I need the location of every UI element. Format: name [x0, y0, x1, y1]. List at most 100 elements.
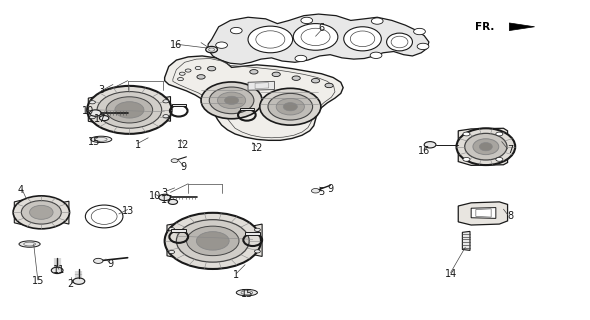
Ellipse shape [473, 139, 499, 155]
Text: 12: 12 [251, 143, 263, 153]
Text: 4: 4 [17, 185, 23, 195]
Circle shape [208, 67, 216, 71]
Text: 6: 6 [319, 23, 324, 33]
Ellipse shape [344, 27, 381, 51]
Polygon shape [245, 232, 260, 235]
Text: 15: 15 [241, 289, 253, 299]
Text: 13: 13 [122, 206, 134, 216]
Polygon shape [471, 208, 496, 218]
Circle shape [414, 28, 425, 35]
Ellipse shape [386, 33, 412, 51]
Circle shape [254, 250, 260, 253]
Polygon shape [458, 202, 507, 225]
Circle shape [163, 115, 169, 118]
Circle shape [90, 116, 96, 119]
Circle shape [169, 228, 175, 231]
Circle shape [312, 78, 320, 83]
Polygon shape [161, 97, 171, 121]
Circle shape [301, 17, 313, 24]
Text: 10: 10 [82, 106, 94, 116]
Text: 3: 3 [98, 85, 104, 95]
Text: 8: 8 [507, 211, 514, 220]
Circle shape [206, 46, 218, 53]
Ellipse shape [87, 86, 172, 134]
Circle shape [496, 132, 503, 136]
Text: 9: 9 [327, 184, 333, 194]
Circle shape [312, 188, 320, 193]
Polygon shape [97, 105, 165, 116]
Text: 1: 1 [233, 270, 240, 280]
Text: 17: 17 [161, 195, 173, 205]
Circle shape [295, 55, 307, 62]
Circle shape [325, 83, 333, 88]
Ellipse shape [268, 93, 313, 120]
Text: 3: 3 [162, 188, 168, 198]
Circle shape [90, 110, 101, 116]
Polygon shape [14, 200, 24, 225]
Circle shape [179, 72, 185, 75]
Ellipse shape [106, 97, 153, 123]
Text: 12: 12 [177, 140, 189, 150]
Circle shape [424, 142, 436, 148]
Circle shape [370, 52, 382, 59]
Circle shape [254, 228, 260, 231]
Polygon shape [172, 104, 186, 106]
Polygon shape [60, 201, 69, 224]
Ellipse shape [293, 24, 338, 50]
Polygon shape [88, 97, 97, 123]
Ellipse shape [30, 205, 53, 219]
Ellipse shape [201, 82, 262, 119]
Text: 11: 11 [53, 265, 65, 276]
Circle shape [216, 42, 228, 48]
Ellipse shape [236, 289, 257, 296]
Circle shape [463, 132, 470, 136]
Polygon shape [240, 108, 254, 110]
Polygon shape [509, 23, 535, 31]
Circle shape [168, 199, 178, 204]
Circle shape [159, 194, 171, 201]
Ellipse shape [457, 128, 515, 165]
Circle shape [496, 157, 503, 161]
Text: 15: 15 [88, 137, 100, 147]
Text: 16: 16 [418, 146, 430, 156]
Polygon shape [463, 231, 470, 251]
Text: 9: 9 [107, 259, 113, 269]
Circle shape [417, 43, 429, 50]
Circle shape [272, 72, 280, 76]
Ellipse shape [19, 241, 40, 247]
Circle shape [231, 28, 242, 34]
Text: 9: 9 [181, 162, 186, 172]
Ellipse shape [209, 87, 254, 114]
Ellipse shape [480, 142, 492, 151]
Circle shape [51, 267, 63, 274]
Ellipse shape [465, 133, 507, 160]
Ellipse shape [248, 26, 293, 53]
Ellipse shape [186, 226, 239, 256]
Text: 1: 1 [135, 140, 140, 150]
Polygon shape [165, 56, 343, 140]
Circle shape [169, 251, 175, 253]
Ellipse shape [176, 220, 249, 262]
Circle shape [185, 69, 191, 72]
Circle shape [73, 278, 85, 284]
Ellipse shape [260, 88, 321, 125]
Text: 5: 5 [318, 187, 325, 197]
Text: 7: 7 [507, 146, 514, 156]
Circle shape [171, 159, 178, 163]
Text: FR.: FR. [476, 22, 494, 32]
Circle shape [250, 69, 258, 74]
Circle shape [292, 76, 300, 80]
Ellipse shape [86, 205, 123, 228]
Ellipse shape [225, 96, 238, 105]
Circle shape [195, 67, 201, 69]
Polygon shape [253, 224, 262, 256]
Ellipse shape [276, 99, 304, 115]
Polygon shape [176, 232, 253, 243]
Ellipse shape [283, 103, 297, 111]
Ellipse shape [13, 196, 70, 229]
Polygon shape [248, 81, 274, 90]
Text: 10: 10 [149, 190, 162, 201]
Circle shape [163, 100, 169, 103]
Ellipse shape [115, 102, 144, 118]
Polygon shape [458, 128, 507, 165]
